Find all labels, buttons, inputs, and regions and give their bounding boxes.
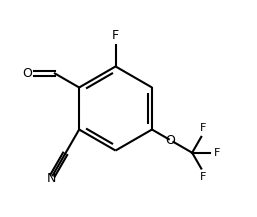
Text: O: O [22,67,32,80]
Text: F: F [112,29,119,42]
Text: N: N [47,172,56,185]
Text: F: F [200,172,206,182]
Text: O: O [165,134,175,147]
Text: F: F [214,148,221,158]
Text: F: F [200,123,206,133]
